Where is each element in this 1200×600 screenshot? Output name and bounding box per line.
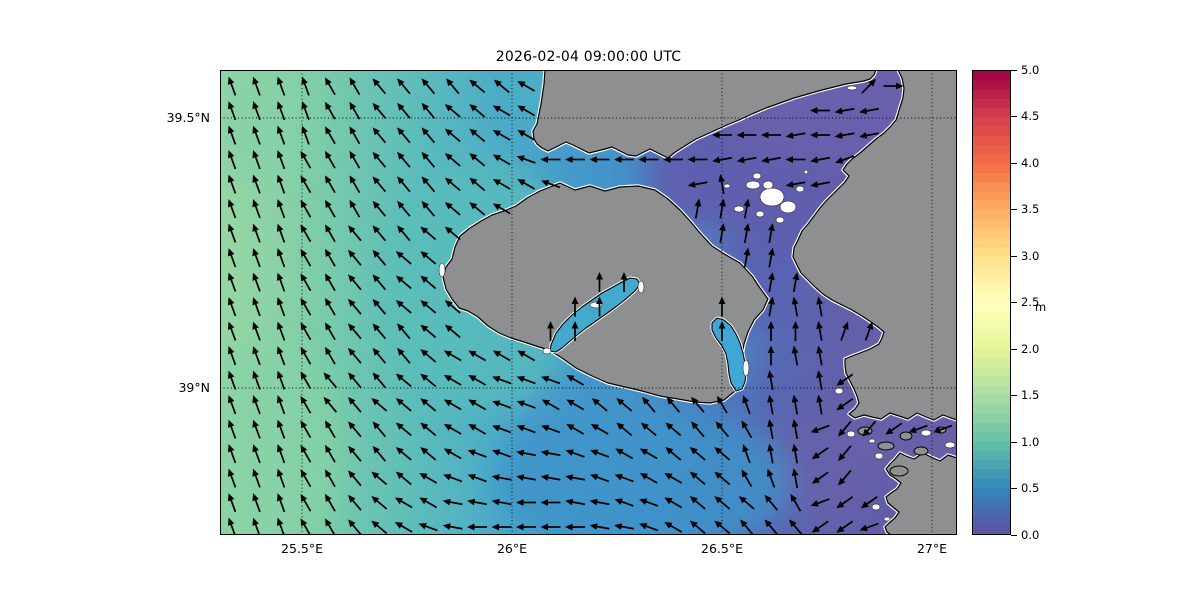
colorbar-tick — [1011, 255, 1017, 257]
colorbar-tick-label: 3.5 — [1021, 202, 1040, 216]
plot-frame — [220, 70, 957, 535]
masked-patch — [755, 210, 765, 218]
x-tick-label: 27°E — [916, 541, 948, 556]
colorbar-tick-label: 4.0 — [1021, 155, 1040, 170]
masked-patch — [742, 359, 750, 377]
masked-patch — [883, 516, 891, 522]
masked-patch — [834, 387, 844, 395]
small-island — [877, 441, 895, 451]
small-island — [899, 431, 913, 441]
colorbar-tick — [1011, 488, 1017, 490]
colorbar-tick — [1011, 116, 1017, 118]
masked-patch — [874, 452, 884, 460]
colorbar-tick — [1011, 302, 1017, 304]
y-tick-label: 39°N — [178, 380, 210, 395]
x-tick-label: 26°E — [496, 541, 528, 556]
masked-patch — [775, 216, 785, 224]
masked-patch — [871, 503, 881, 511]
x-tick-label: 25.5°E — [281, 541, 323, 556]
colorbar-tick-label: 3.0 — [1021, 248, 1040, 263]
masked-patch — [846, 85, 858, 91]
masked-patch — [920, 429, 932, 437]
colorbar-tick — [1011, 395, 1017, 397]
small-island — [913, 446, 929, 456]
colorbar-tick-label: 5.0 — [1021, 62, 1040, 77]
colorbar-tick — [1011, 534, 1017, 536]
land-turkey-east — [792, 70, 957, 421]
masked-patch — [745, 180, 761, 190]
masked-patch — [759, 187, 785, 207]
map-area — [220, 70, 957, 535]
plot-title: 2026-02-04 09:00:00 UTC — [495, 49, 682, 65]
wave-direction-arrows — [227, 76, 953, 535]
land-turkey-southeast — [884, 452, 957, 535]
colorbar-tick — [1011, 69, 1017, 71]
colorbar-tick — [1011, 209, 1017, 211]
masked-patch — [542, 347, 552, 355]
colorbar-tick — [1011, 441, 1017, 443]
map-plot — [220, 70, 957, 535]
masked-patch — [438, 262, 446, 278]
colorbar-tick-label: 0.0 — [1021, 527, 1040, 542]
colorbar-unit-label: m — [1035, 300, 1047, 314]
colorbar-tick-label: 2.5 — [1021, 295, 1040, 309]
graticule — [220, 70, 957, 535]
masked-patch — [762, 180, 774, 190]
x-tick-label: 26.5°E — [701, 541, 743, 556]
colorbar-tick — [1011, 348, 1017, 350]
colorbar-tick-label: 1.0 — [1021, 434, 1040, 449]
colorbar-tick-label: 4.5 — [1021, 109, 1040, 123]
masked-patch — [779, 200, 797, 214]
colorbar-tick — [1011, 162, 1017, 164]
land-turkey-north — [532, 70, 877, 159]
colorbar-tick-label: 2.0 — [1021, 341, 1040, 356]
colorbar — [972, 70, 1011, 535]
masked-patch — [803, 169, 809, 175]
small-island — [889, 465, 909, 477]
y-tick-label: 39.5°N — [166, 110, 210, 125]
masked-patch — [944, 441, 956, 449]
masked-patch — [795, 185, 805, 193]
colorbar-tick-label: 0.5 — [1021, 481, 1040, 495]
colorbar-tick-label: 1.5 — [1021, 388, 1040, 402]
gulf-of-kalloni — [549, 277, 641, 353]
masked-patch — [733, 205, 745, 213]
masked-patch — [752, 172, 762, 180]
masked-patch — [868, 438, 876, 444]
masked-patch — [846, 430, 856, 438]
masked-patch — [723, 183, 731, 189]
masked-patch — [637, 280, 645, 294]
